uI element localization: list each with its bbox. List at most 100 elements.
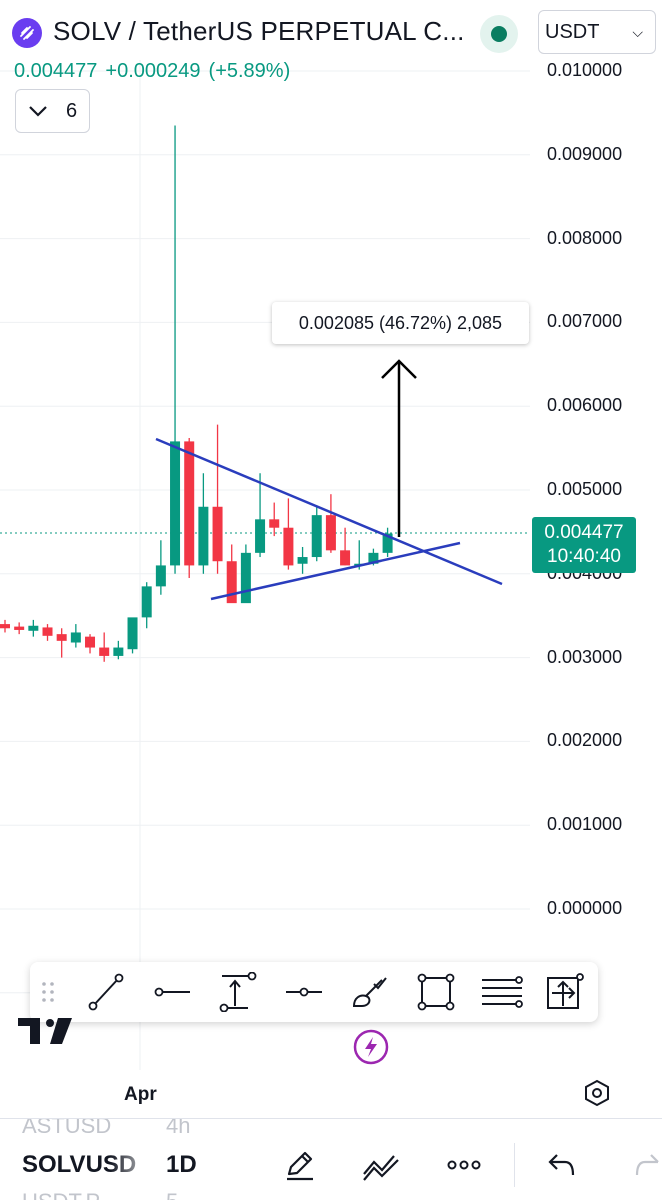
- horizontal-ray-tool[interactable]: [148, 968, 196, 1016]
- candle-down: [99, 632, 110, 662]
- bar-countdown: 10:40:40: [547, 546, 621, 567]
- currency-select[interactable]: USDT ⌵: [538, 10, 656, 54]
- horizontal-line-tool[interactable]: [280, 968, 328, 1016]
- currency-value: USDT: [545, 20, 600, 43]
- price-axis-tick: 0.007000: [547, 311, 623, 332]
- undo-button[interactable]: [542, 1145, 582, 1185]
- candle-body: [141, 586, 152, 618]
- price-range-tool[interactable]: [214, 968, 262, 1016]
- redo-button[interactable]: [626, 1145, 662, 1185]
- interval-picker[interactable]: 1D: [166, 1151, 197, 1178]
- ghost-bottom-interval: 5: [166, 1189, 178, 1200]
- candle-up: [70, 624, 81, 648]
- candle-body: [127, 617, 138, 650]
- measure-tool[interactable]: [540, 968, 588, 1016]
- candle-up: [170, 125, 181, 574]
- time-axis-label: Apr: [124, 1084, 157, 1105]
- candle-down: [0, 619, 10, 633]
- candle-up: [155, 540, 166, 595]
- price-axis-tick: 0.000000: [547, 898, 623, 918]
- candle-down: [325, 494, 336, 553]
- candle-body: [340, 550, 351, 566]
- drawings-manager-button[interactable]: [362, 1145, 402, 1185]
- symbol-fade: [110, 1119, 160, 1200]
- candle-up: [311, 506, 322, 562]
- candle-body: [269, 519, 280, 528]
- candle-body: [283, 527, 294, 566]
- drawings-icon: [363, 1155, 399, 1181]
- price-axis-tick: 0.001000: [547, 814, 623, 835]
- candle-down: [14, 622, 25, 635]
- candle-body: [240, 552, 251, 604]
- ghost-top-symbol: ASTUSD: [22, 1118, 112, 1138]
- change-pct: (+5.89%): [208, 60, 291, 82]
- market-open-dot: [491, 26, 507, 42]
- symbol-title[interactable]: SOLV / TetherUS PERPETUAL C...: [53, 16, 465, 46]
- chevron-down-icon: [29, 106, 47, 117]
- candle-body: [311, 515, 322, 558]
- candle-body: [255, 519, 266, 553]
- trend-line-tool[interactable]: [82, 968, 130, 1016]
- projection-arrow-head: [381, 359, 417, 379]
- settings-hexagon-icon[interactable]: [583, 1079, 611, 1107]
- fib-levels-tool[interactable]: [478, 968, 526, 1016]
- drag-handle-icon[interactable]: [38, 978, 58, 1006]
- candle-down: [85, 634, 96, 654]
- candle-up: [297, 546, 308, 574]
- candle-body: [212, 506, 223, 562]
- candle-body: [155, 565, 166, 587]
- brush-icon: [352, 977, 387, 1007]
- rectangle-tool[interactable]: [412, 968, 460, 1016]
- change-abs: +0.000249: [105, 60, 201, 82]
- candle-body: [382, 533, 393, 553]
- ghost-bottom-symbol: USDT.P: [22, 1189, 100, 1200]
- brush-tool[interactable]: [346, 968, 394, 1016]
- candle-down: [42, 624, 53, 641]
- candle-body: [0, 624, 10, 629]
- undo-icon: [548, 1154, 575, 1176]
- candle-body: [70, 632, 81, 643]
- redo-icon: [635, 1154, 659, 1176]
- candle-body: [113, 647, 124, 656]
- candle-up: [255, 473, 266, 558]
- current-price-value: 0.004477: [544, 522, 624, 543]
- price-axis-tick: 0.003000: [547, 646, 623, 667]
- candle-up: [141, 582, 152, 629]
- price-axis-tick: 0.006000: [547, 395, 623, 416]
- candle-body: [226, 561, 237, 604]
- more-button[interactable]: [444, 1145, 484, 1185]
- chart-area[interactable]: 0.010000 0.009000 0.008000 0.007000 0.006000…: [0, 0, 662, 1110]
- candle-down: [212, 424, 223, 574]
- triangle-lower-trendline: [210, 541, 461, 601]
- fib-levels-icon: [482, 976, 523, 1008]
- candle-up: [127, 617, 138, 654]
- market-status-icon[interactable]: [480, 15, 518, 53]
- measure-icon: [547, 973, 584, 1009]
- candle-body: [85, 636, 96, 648]
- candle-body: [297, 557, 308, 564]
- draw-pen-button[interactable]: [280, 1145, 320, 1185]
- drawing-toolbar[interactable]: [30, 962, 598, 1022]
- candle-down: [226, 544, 237, 604]
- candle-down: [269, 502, 280, 537]
- candle-body: [170, 441, 181, 566]
- price-axis-tick: 0.005000: [547, 479, 623, 499]
- candles: [0, 125, 393, 662]
- candle-body: [14, 626, 25, 630]
- indicators-count: 6: [65, 99, 78, 122]
- triangle-upper-trendline: [155, 437, 503, 586]
- chart-header: SOLV / TetherUS PERPETUAL C... USDT ⌵ 0.…: [0, 0, 662, 90]
- candle-body: [368, 552, 379, 564]
- price-axis-tick: 0.009000: [547, 143, 623, 164]
- solv-logo-icon: [12, 18, 42, 48]
- candle-up: [28, 619, 39, 637]
- candle-down: [340, 527, 351, 566]
- rectangle-icon: [417, 973, 455, 1011]
- toolbar-divider: [514, 1143, 515, 1187]
- indicators-toggle-button[interactable]: 6: [15, 89, 90, 133]
- candle-body: [28, 625, 39, 631]
- lightning-icon[interactable]: [353, 1029, 389, 1065]
- candle-up: [198, 473, 209, 574]
- pen-icon: [287, 1151, 313, 1181]
- last-price: 0.004477: [14, 60, 98, 82]
